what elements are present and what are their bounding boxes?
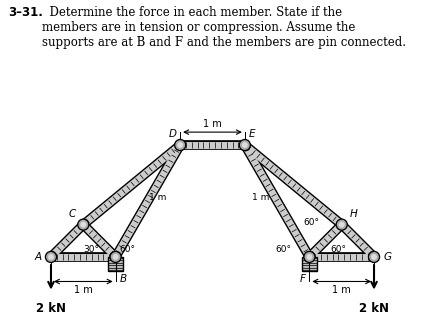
Circle shape bbox=[81, 222, 85, 227]
Text: 60°: 60° bbox=[303, 218, 319, 227]
Text: 60°: 60° bbox=[331, 245, 346, 254]
Text: 2 kN: 2 kN bbox=[359, 302, 389, 315]
Circle shape bbox=[337, 220, 346, 229]
Circle shape bbox=[113, 255, 118, 259]
Circle shape bbox=[370, 253, 378, 261]
Circle shape bbox=[336, 219, 347, 230]
Circle shape bbox=[45, 252, 57, 262]
Circle shape bbox=[78, 219, 89, 230]
Circle shape bbox=[49, 255, 53, 259]
Circle shape bbox=[368, 252, 380, 262]
Text: D: D bbox=[168, 129, 176, 139]
Circle shape bbox=[79, 220, 88, 229]
Circle shape bbox=[304, 252, 315, 262]
Text: C: C bbox=[68, 210, 76, 219]
Text: G: G bbox=[383, 252, 391, 262]
Circle shape bbox=[241, 141, 249, 149]
Circle shape bbox=[243, 143, 247, 147]
Text: B: B bbox=[119, 274, 127, 284]
Circle shape bbox=[175, 139, 186, 151]
FancyBboxPatch shape bbox=[302, 257, 317, 271]
Text: E: E bbox=[249, 129, 255, 139]
Circle shape bbox=[239, 139, 250, 151]
Circle shape bbox=[111, 253, 120, 261]
Text: Determine the force in each member. State if the
members are in tension or compr: Determine the force in each member. Stat… bbox=[42, 6, 406, 49]
Text: 1 m: 1 m bbox=[332, 285, 351, 295]
Text: 1 m: 1 m bbox=[149, 193, 167, 202]
Circle shape bbox=[178, 143, 182, 147]
Text: 2 kN: 2 kN bbox=[36, 302, 66, 315]
Circle shape bbox=[110, 252, 121, 262]
Circle shape bbox=[305, 253, 314, 261]
Text: A: A bbox=[35, 252, 42, 262]
Text: 1 m: 1 m bbox=[74, 285, 93, 295]
Text: 1 m: 1 m bbox=[252, 193, 269, 202]
Circle shape bbox=[47, 253, 55, 261]
Text: 1 m: 1 m bbox=[203, 119, 222, 129]
Text: F: F bbox=[300, 274, 306, 284]
Circle shape bbox=[307, 255, 312, 259]
Text: 60°: 60° bbox=[275, 245, 292, 254]
Text: H: H bbox=[349, 210, 357, 219]
Circle shape bbox=[340, 222, 344, 227]
Circle shape bbox=[372, 255, 376, 259]
Circle shape bbox=[176, 141, 184, 149]
Text: 60°: 60° bbox=[119, 245, 135, 254]
Text: 3–31.: 3–31. bbox=[8, 6, 43, 19]
FancyBboxPatch shape bbox=[108, 257, 123, 271]
Text: 30°: 30° bbox=[83, 245, 99, 254]
